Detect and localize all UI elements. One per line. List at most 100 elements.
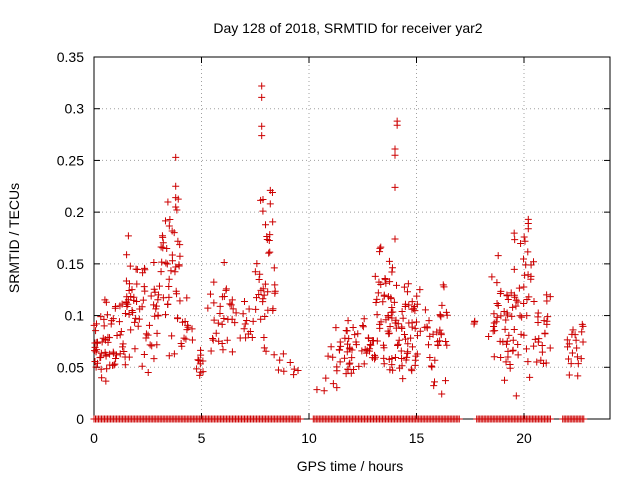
data-point [530, 297, 538, 305]
data-point [164, 300, 172, 308]
data-point [565, 371, 573, 379]
data-point [157, 243, 165, 251]
data-point [375, 278, 383, 286]
data-point [97, 365, 105, 373]
data-point [335, 346, 343, 354]
data-point [345, 335, 353, 343]
data-point [441, 377, 449, 385]
data-point [290, 365, 298, 373]
data-point [497, 354, 505, 362]
data-point [142, 330, 150, 338]
plot-frame [93, 56, 611, 420]
data-point [346, 359, 354, 367]
data-point [427, 362, 435, 370]
data-point [163, 244, 171, 252]
data-point [524, 271, 532, 279]
data-point [431, 356, 439, 364]
y-tick-label: 0.35 [57, 49, 84, 65]
data-point [133, 265, 141, 273]
data-point [499, 338, 507, 346]
data-point [102, 377, 110, 385]
data-point [538, 348, 546, 356]
x-tick-label: 20 [516, 430, 532, 446]
data-point [322, 374, 330, 382]
data-point [133, 280, 141, 288]
data-point [101, 348, 109, 356]
data-point [546, 293, 554, 301]
data-point [396, 364, 404, 372]
data-point [139, 296, 147, 304]
data-point [241, 320, 249, 328]
data-point [394, 320, 402, 328]
data-point [404, 280, 412, 288]
data-point [493, 313, 501, 321]
data-point [385, 330, 393, 338]
data-point [131, 345, 139, 353]
data-point [494, 252, 502, 260]
data-point [398, 308, 406, 316]
data-point [100, 322, 108, 330]
data-point [336, 358, 344, 366]
data-point [382, 316, 390, 324]
data-point [128, 306, 136, 314]
data-point [150, 355, 158, 363]
data-point [389, 366, 397, 374]
data-point [426, 353, 434, 361]
data-point [218, 293, 226, 301]
data-point [210, 299, 218, 307]
data-point [354, 330, 362, 338]
data-point [509, 346, 517, 354]
data-point [276, 356, 284, 364]
data-point [367, 341, 375, 349]
data-point [161, 217, 169, 225]
data-point [158, 232, 166, 240]
data-point [438, 390, 446, 398]
data-points [90, 82, 588, 423]
data-point [382, 279, 390, 287]
data-point [505, 331, 513, 339]
data-point [228, 296, 236, 304]
data-point [377, 243, 385, 251]
data-point [206, 290, 214, 298]
data-point [333, 367, 341, 375]
data-point [172, 194, 180, 202]
data-point [269, 218, 277, 226]
data-point [93, 359, 101, 367]
data-point [121, 309, 129, 317]
data-point [222, 286, 230, 294]
data-point [512, 302, 520, 310]
data-point [565, 355, 573, 363]
data-point [270, 264, 278, 272]
data-point [324, 352, 332, 360]
data-point [172, 153, 180, 161]
data-point [159, 239, 167, 247]
data-point [412, 318, 420, 326]
data-point [520, 300, 528, 308]
data-point [538, 342, 546, 350]
data-point [442, 338, 450, 346]
data-point [388, 268, 396, 276]
data-point [387, 294, 395, 302]
data-point [485, 333, 493, 341]
data-point [150, 301, 158, 309]
data-point [352, 341, 360, 349]
data-point [164, 198, 172, 206]
data-point [531, 335, 539, 343]
data-point [546, 344, 554, 352]
data-point [240, 297, 248, 305]
data-point [168, 332, 176, 340]
data-point [379, 298, 387, 306]
data-point [108, 361, 116, 369]
data-point [416, 327, 424, 335]
data-point [490, 322, 498, 330]
data-point [152, 305, 160, 313]
data-point [157, 268, 165, 276]
data-point [568, 330, 576, 338]
data-point [510, 265, 518, 273]
data-point [358, 347, 366, 355]
data-point [493, 279, 501, 287]
x-tick-label: 5 [198, 430, 206, 446]
data-point [183, 294, 191, 302]
data-point [132, 314, 140, 322]
data-point [348, 354, 356, 362]
